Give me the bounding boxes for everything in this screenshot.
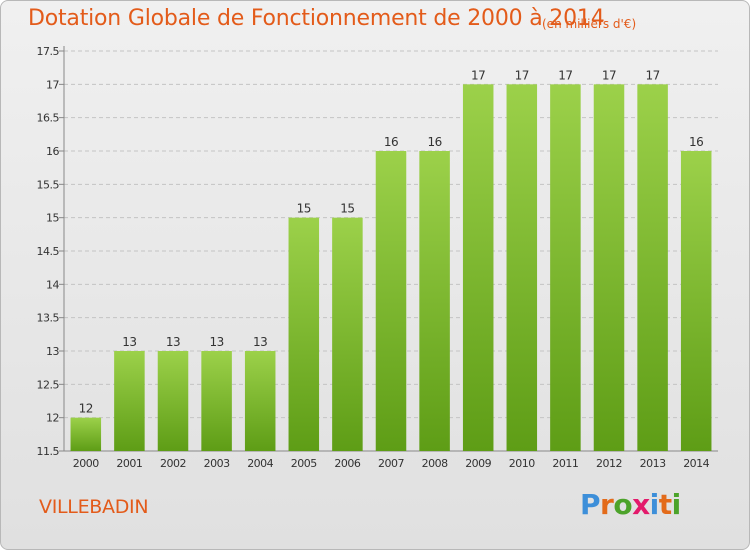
data-label: 17: [515, 68, 529, 82]
x-tick-label: 2007: [378, 457, 404, 470]
bar: [637, 84, 668, 451]
data-label: 17: [602, 68, 616, 82]
x-tick-label: 2009: [465, 457, 491, 470]
y-tick-label: 11.5: [37, 445, 60, 458]
x-tick-label: 2008: [422, 457, 448, 470]
bar: [419, 151, 450, 451]
data-label: 17: [471, 68, 485, 82]
logo-letter: t: [658, 488, 672, 521]
data-label: 13: [209, 335, 223, 349]
bar: [550, 84, 581, 451]
bar: [593, 84, 625, 451]
data-label: 15: [297, 202, 311, 216]
logo-letter: i: [671, 488, 682, 521]
bar: [375, 151, 407, 451]
bar: [70, 417, 102, 451]
y-tick-label: 14: [46, 278, 59, 291]
y-tick-label: 16: [46, 145, 59, 158]
bars: [70, 84, 712, 451]
x-tick-label: 2001: [116, 457, 142, 470]
bar: [506, 84, 538, 451]
y-axis-ticks: 11.5 12 12.5 13 13.5 14 14.5 15 15.5 16 16.5 17 17.5: [37, 45, 60, 458]
bar: [680, 151, 712, 451]
x-tick-label: 2012: [596, 457, 622, 470]
y-tick-label: 16.5: [37, 112, 60, 125]
y-tick-label: 12.5: [37, 378, 60, 391]
chart-title: Dotation Globale de Fonctionnement de 20…: [28, 6, 605, 31]
x-tick-label: 2011: [552, 457, 578, 470]
logo-letter: o: [613, 488, 633, 521]
data-label: 16: [384, 135, 398, 149]
bar: [244, 351, 276, 451]
y-tick-label: 17.5: [37, 45, 60, 58]
x-tick-label: 2005: [291, 457, 317, 470]
logo-letter: x: [632, 488, 650, 521]
chart-subtitle: (en milliers d'€): [542, 17, 637, 31]
bar: [157, 351, 189, 451]
y-tick-label: 14.5: [37, 245, 60, 258]
x-tick-label: 2004: [247, 457, 273, 470]
data-label: 17: [558, 68, 572, 82]
y-tick-label: 17: [46, 78, 59, 91]
data-label: 12: [79, 402, 93, 416]
logo-letter: i: [649, 488, 660, 521]
bar: [201, 351, 232, 451]
data-label: 16: [689, 135, 703, 149]
data-labels: 12 13 13 13 13 15 15 16 16 17 17 17 17 17 16: [79, 68, 704, 415]
data-label: 15: [340, 202, 354, 216]
x-tick-label: 2002: [160, 457, 186, 470]
y-tick-label: 13.5: [37, 312, 60, 325]
data-label: 16: [427, 135, 441, 149]
y-tick-label: 15: [46, 212, 59, 225]
data-label: 13: [122, 335, 136, 349]
bar: [114, 351, 145, 451]
bar: [462, 84, 494, 451]
x-axis-ticks: 2000 2001 2002 2003 2004 2005 2006 2007 2008 2009…: [73, 457, 710, 470]
x-tick-label: 2014: [683, 457, 709, 470]
data-label: 17: [645, 68, 659, 82]
data-label: 13: [166, 335, 180, 349]
logo-letter: r: [600, 488, 614, 521]
y-tick-label: 12: [46, 412, 59, 425]
commune-name: VILLEBADIN: [39, 496, 149, 518]
bar: [332, 217, 363, 451]
y-tick-label: 15.5: [37, 178, 60, 191]
logo-letter: P: [580, 488, 601, 521]
bar: [288, 217, 320, 451]
x-tick-label: 2006: [334, 457, 360, 470]
x-tick-label: 2010: [509, 457, 535, 470]
data-label: 13: [253, 335, 267, 349]
x-tick-label: 2000: [73, 457, 99, 470]
x-tick-label: 2013: [640, 457, 666, 470]
x-tick-label: 2003: [204, 457, 230, 470]
proxiti-logo: Proxiti: [580, 488, 681, 521]
y-tick-label: 13: [46, 345, 59, 358]
